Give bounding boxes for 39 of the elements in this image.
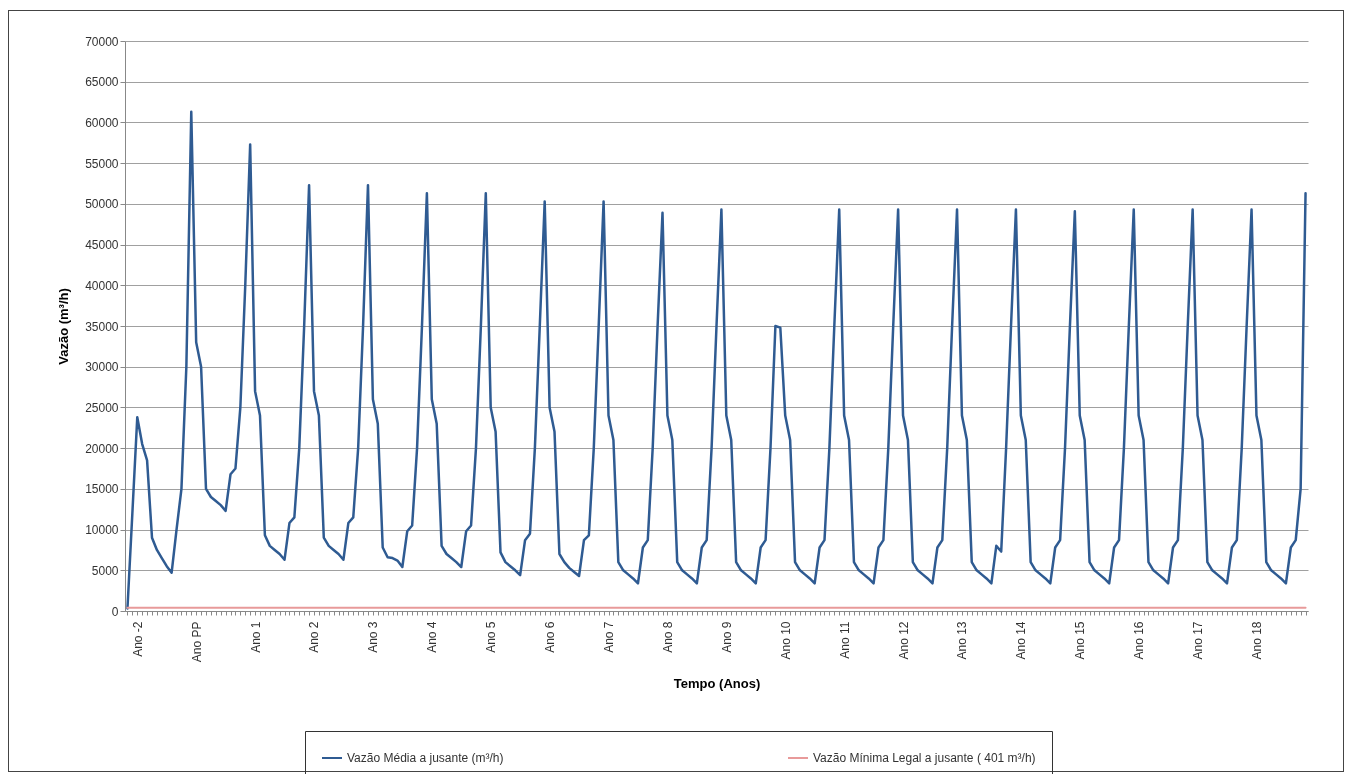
x-tick-label: Ano 6 (543, 621, 558, 653)
y-tick-label: 15000 (85, 482, 119, 497)
y-tick-label: 5000 (91, 563, 119, 578)
y-tick-label: 60000 (85, 115, 119, 130)
x-tick-label: Ano 8 (660, 621, 675, 653)
x-tick-label: Ano 11 (837, 621, 852, 659)
x-tick-label: Ano 13 (955, 621, 970, 660)
x-tick-label: Ano 18 (1249, 621, 1264, 660)
y-tick-label: 65000 (85, 75, 119, 90)
y-tick-label: 35000 (85, 319, 119, 334)
x-tick-label: Ano PP (189, 621, 204, 663)
x-tick-label: Ano 16 (1132, 621, 1147, 660)
x-tick-label: Ano 12 (896, 621, 911, 660)
x-tick-label: Ano 2 (307, 621, 322, 653)
x-tick-label: Ano 10 (778, 621, 793, 660)
y-tick-label: 45000 (85, 238, 119, 253)
x-tick-label: Ano 3 (366, 621, 381, 653)
y-tick-label: 40000 (85, 278, 119, 293)
y-tick-label: 30000 (85, 360, 119, 375)
x-axis-title: Tempo (Anos) (673, 675, 761, 691)
legend-label: Vazão Mínima Legal a jusante ( 401 m³/h) (813, 751, 1036, 765)
y-tick-label: 10000 (85, 523, 119, 538)
x-tick-label: Ano 14 (1014, 621, 1029, 660)
y-tick-label: 50000 (85, 197, 119, 212)
x-tick-label: Ano 17 (1191, 621, 1206, 660)
y-tick-label: 0 (111, 604, 119, 619)
y-tick-label: 20000 (85, 441, 119, 456)
y-tick-label: 70000 (85, 34, 119, 49)
y-axis-title: Vazão (m³/h) (56, 288, 72, 365)
x-tick-label: Ano 7 (602, 621, 617, 653)
y-tick-label: 55000 (85, 156, 119, 171)
legend-label: Vazão Média a jusante (m³/h) (347, 751, 504, 765)
x-tick-label: Ano 5 (484, 621, 499, 653)
x-tick-label: Ano 1 (248, 621, 263, 653)
x-tick-label: Ano 15 (1073, 621, 1088, 660)
x-tick-label: Ano 9 (719, 621, 734, 653)
x-tick-label: Ano -2 (130, 621, 145, 657)
y-tick-label: 25000 (85, 400, 119, 415)
x-tick-label: Ano 4 (425, 621, 440, 653)
